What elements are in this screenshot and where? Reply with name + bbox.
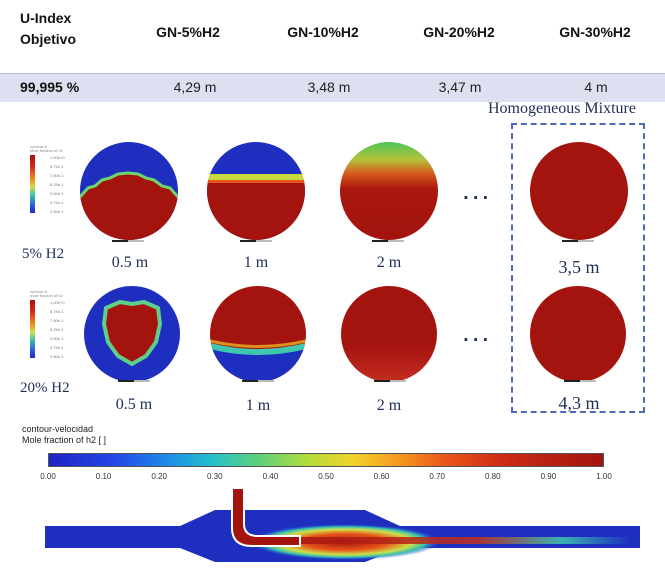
pipe-contour-svg [45, 487, 640, 562]
header-col-gn10: GN-10%H2 [287, 24, 359, 40]
homogeneous-mixture-label: Homogeneous Mixture [488, 100, 636, 117]
mini-legend-bottom-tick: 1.00e+0 [50, 300, 65, 305]
distance-label: 0.5 m [111, 254, 149, 271]
distance-label-final: 3,5 m [558, 257, 600, 277]
header-u-index-line1: U-Index [20, 10, 72, 26]
colorbar-title-line2: Mole fraction of h2 [ ] [22, 435, 107, 445]
mini-legend-bottom-tick: 7.50e-1 [50, 318, 64, 323]
contour-20pct-1m-shape [210, 339, 306, 382]
mini-legend-top-tick: 3.75e-1 [50, 200, 64, 205]
scale-bar [240, 240, 272, 242]
scale-bar [564, 380, 596, 382]
mini-legend-bottom-tick: 3.75e-1 [50, 345, 64, 350]
distance-label: 0.5 m [115, 396, 153, 413]
mini-legend-bottom-tick: 5.00e-1 [50, 336, 64, 341]
colorbar [48, 453, 604, 467]
contour-20pct-1m [210, 286, 306, 382]
mini-legend-bottom-bar [30, 300, 35, 358]
contour-5pct-1m [207, 142, 305, 240]
mini-legend-top-title: contour-8 Mole fraction of h2 [30, 144, 63, 153]
scale-bar [562, 240, 594, 242]
colorbar-tick-label: 0.40 [262, 472, 279, 481]
header-col-gn5: GN-5%H2 [156, 24, 220, 40]
table-row [0, 73, 665, 102]
contour-20pct-0p5m-shape [101, 299, 163, 367]
colorbar-tick-label: 0.30 [207, 472, 223, 481]
scale-bar [112, 240, 144, 242]
cell-gn30: 4 m [584, 79, 608, 95]
pipe-contour [0, 487, 665, 580]
header-u-index-line2: Objetivo [20, 31, 77, 47]
distance-label: 1 m [243, 254, 269, 271]
colorbar-tick-label: 0.70 [429, 472, 445, 481]
colorbar-tick-label: 0.90 [540, 472, 557, 481]
colorbar-tick-label: 0.60 [373, 472, 390, 481]
contour-5pct-0p5m [80, 142, 178, 240]
header-col-gn20: GN-20%H2 [423, 24, 495, 40]
mini-legend-top-tick: 7.50e-1 [50, 173, 64, 178]
mini-legend-bottom-tick: 2.50e-1 [50, 354, 64, 359]
mini-legend-top-tick: 1.00e+0 [50, 155, 65, 160]
contour-5pct-0p5m-shape [80, 171, 178, 240]
contour-20pct-0p5m [84, 286, 180, 382]
contour-20pct-2m [341, 286, 437, 382]
row-label-20pct: 20% H2 [20, 380, 70, 396]
distance-label-final: 4,3 m [558, 393, 600, 413]
contour-5pct-1m-shape [207, 174, 305, 240]
row-label-5pct: 5% H2 [22, 246, 65, 262]
ellipsis-row2: ... [462, 316, 492, 347]
colorbar-title-line1: contour-velocidad [22, 424, 94, 434]
contour-5pct-homogeneous [530, 142, 628, 240]
distance-label: 2 m [376, 397, 402, 414]
homogeneous-mixture-box [511, 123, 645, 413]
mini-legend-bottom-tick: 6.25e-1 [50, 327, 64, 332]
mini-legend-top-tick: 6.25e-1 [50, 182, 64, 187]
scale-bar [372, 240, 404, 242]
header-col-gn30: GN-30%H2 [559, 24, 631, 40]
cell-gn5: 4,29 m [173, 79, 217, 95]
ellipsis-row1: ... [462, 174, 492, 205]
mini-legend-bottom: contour-8 mole fraction of h2 1.00e+0 8.… [30, 290, 68, 362]
colorbar-tick-label: 1.00 [596, 472, 612, 481]
distance-label: 1 m [245, 397, 271, 414]
colorbar-tick-label: 0.00 [40, 472, 56, 481]
scale-bar [374, 380, 406, 382]
mini-legend-top: contour-8 Mole fraction of h2 1.00e+0 8.… [30, 145, 68, 217]
scale-bar [242, 380, 274, 382]
distance-label: 2 m [376, 254, 402, 271]
cell-gn10: 3,48 m [307, 79, 351, 95]
colorbar-tick-label: 0.20 [151, 472, 167, 481]
mini-legend-bottom-title: contour-8 mole fraction of h2 [30, 289, 63, 298]
colorbar-tick-label: 0.50 [318, 472, 334, 481]
colorbar-tick-label: 0.80 [485, 472, 501, 481]
colorbar-tick-label: 0.10 [95, 472, 112, 481]
mini-legend-top-tick: 2.50e-1 [50, 209, 64, 214]
contour-20pct-homogeneous [530, 286, 626, 382]
cell-gn20: 3,47 m [438, 79, 482, 95]
header-u-index: U-Index Objetivo [20, 8, 76, 50]
mini-legend-top-tick: 8.75e-1 [50, 164, 64, 169]
mini-legend-top-bar [30, 155, 35, 213]
mini-legend-bottom-tick: 8.75e-1 [50, 309, 64, 314]
scale-bar [118, 380, 150, 382]
cell-u-index-value: 99,995 % [20, 79, 80, 95]
mini-legend-top-tick: 5.00e-1 [50, 191, 64, 196]
contour-5pct-2m [340, 142, 438, 240]
